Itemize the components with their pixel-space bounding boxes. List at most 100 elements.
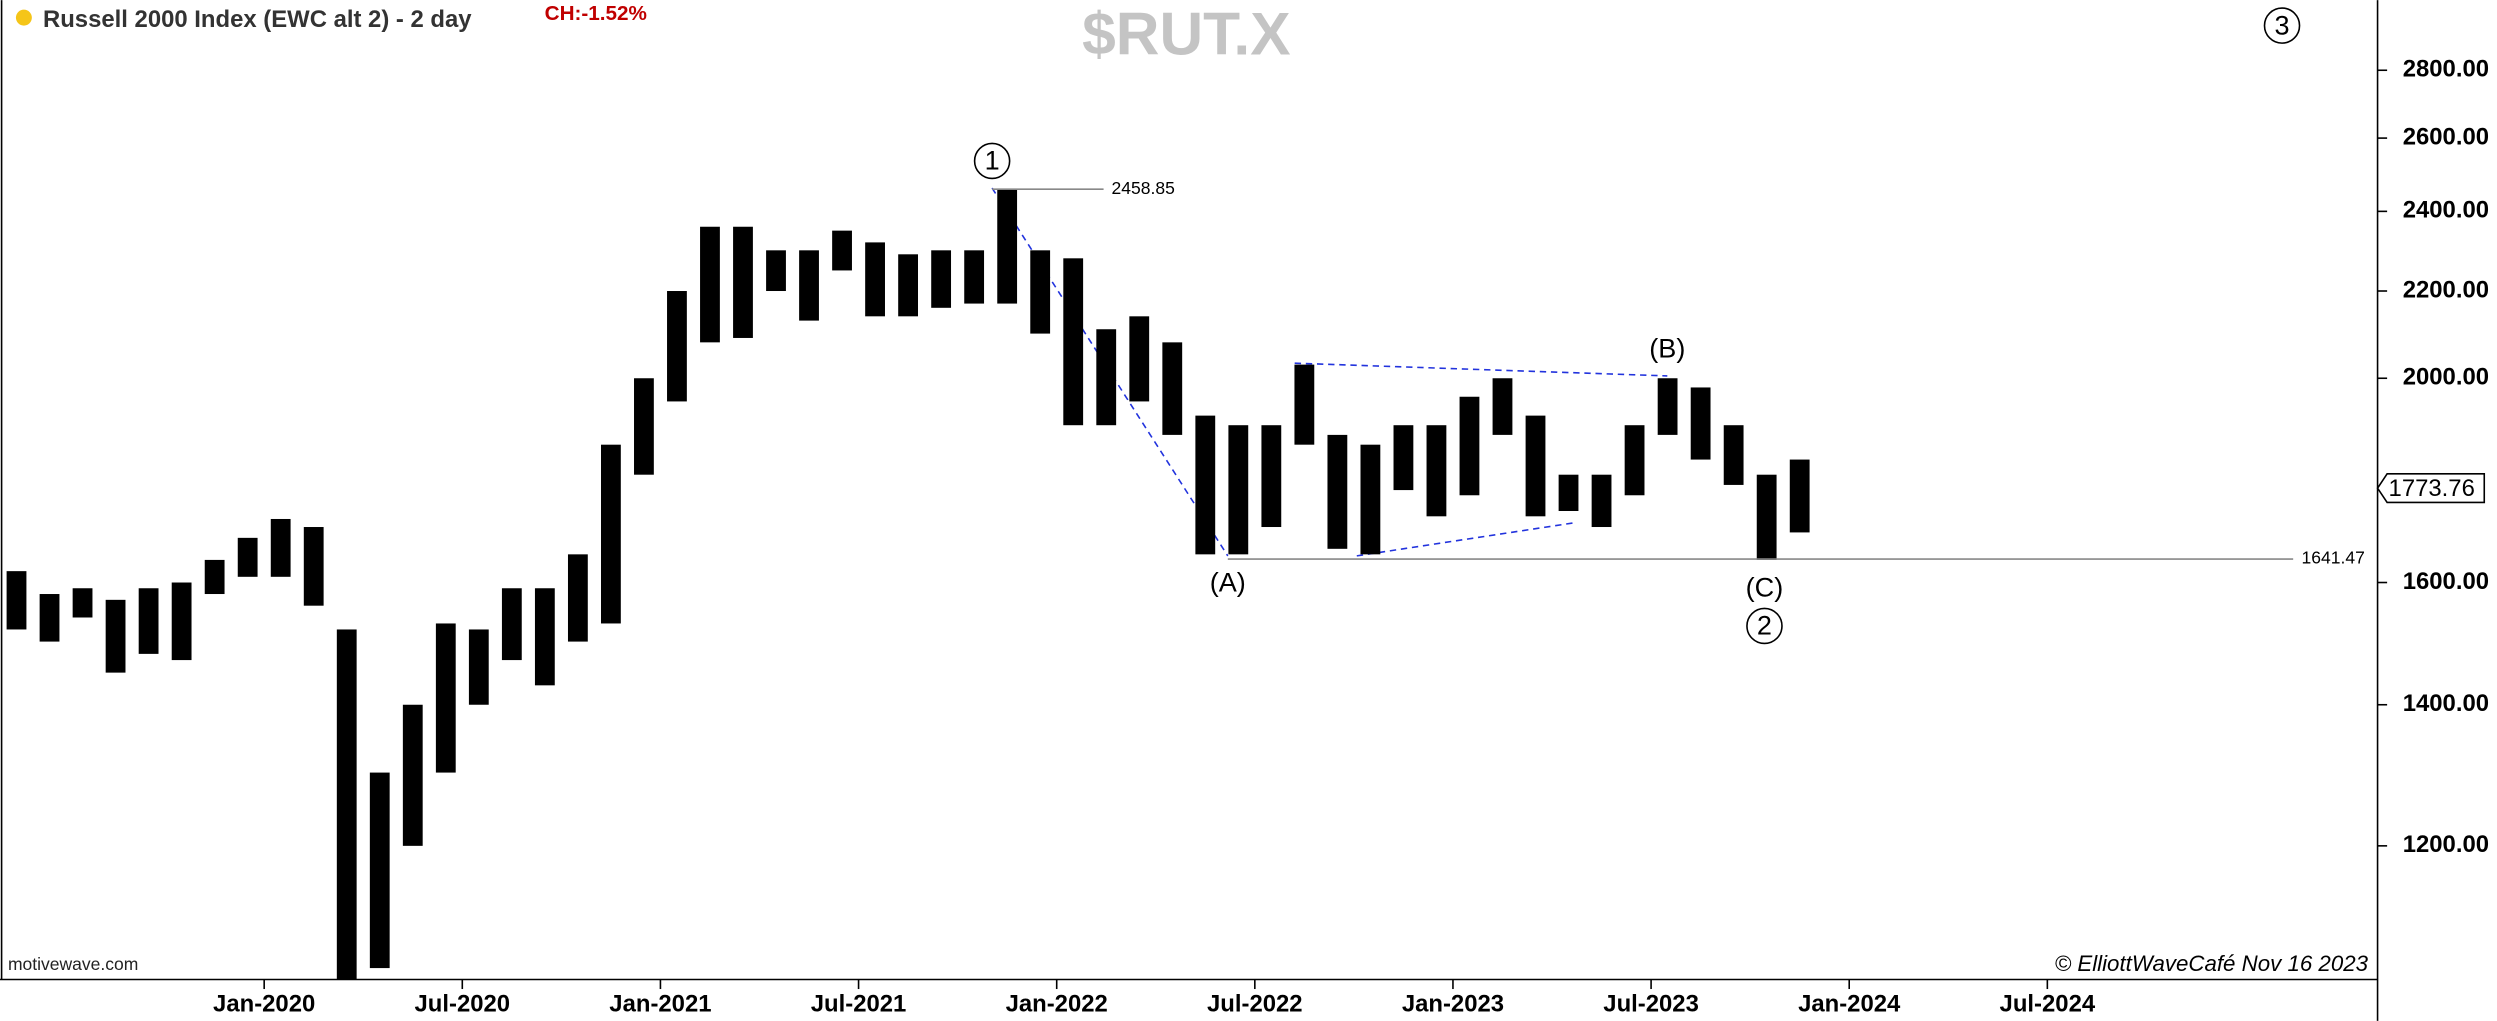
symbol: $RUT.X	[1082, 0, 1290, 67]
y-tick-label: 2400.00	[2403, 197, 2489, 224]
price-bar	[898, 254, 919, 317]
price-bar	[634, 378, 654, 475]
y-tick-label: 1600.00	[2403, 568, 2489, 595]
wave-label: 3	[2274, 9, 2289, 40]
y-tick-label: 1200.00	[2403, 831, 2489, 858]
price-bar	[1657, 378, 1678, 435]
price-bar	[600, 444, 621, 624]
wave-label: (C)	[1746, 571, 1784, 602]
source: motivewave.com	[8, 954, 138, 974]
price-bar	[369, 772, 390, 969]
bars	[6, 188, 1810, 980]
price-bar	[1261, 425, 1282, 528]
y-tick-label: 2600.00	[2403, 123, 2489, 150]
price-bar	[1228, 425, 1249, 555]
x-tick-label: Jul-2022	[1207, 990, 1303, 1017]
price-bar	[667, 291, 687, 402]
wave-label: (A)	[1210, 567, 1246, 598]
price-bar	[766, 250, 786, 292]
price-bar	[1030, 250, 1051, 334]
price-bar	[1789, 459, 1810, 533]
price-bar	[1426, 425, 1447, 517]
price-bar	[964, 250, 985, 304]
price-bar	[832, 230, 852, 271]
price-bar	[1723, 425, 1744, 485]
status-dot	[15, 9, 32, 26]
change-label: CH:-1.52%	[545, 2, 647, 25]
price-bar	[1129, 316, 1150, 402]
price-bar	[204, 559, 225, 595]
price-bar	[700, 226, 720, 343]
price-bar	[402, 704, 423, 846]
price-bar	[1459, 396, 1480, 496]
y-tick-label: 2800.00	[2403, 56, 2489, 83]
price-bar	[1756, 474, 1777, 560]
wave-label: (B)	[1649, 333, 1685, 364]
price-bar	[1525, 415, 1546, 517]
channel-line	[991, 187, 1229, 557]
channel-line	[1356, 521, 1577, 557]
price-bar	[1327, 434, 1348, 549]
price-bar	[1162, 342, 1183, 435]
price-bar	[1096, 329, 1117, 426]
y-tick-label: 1400.00	[2403, 690, 2489, 717]
y-tick-label: 2000.00	[2403, 364, 2489, 391]
chart-title: Russell 2000 Index (EWC alt 2) - 2 day	[43, 6, 472, 33]
last-price-tag	[2376, 473, 2486, 504]
x-tick-label: Jan-2022	[1006, 990, 1108, 1017]
price-bar	[435, 623, 456, 773]
x-tick-label: Jul-2024	[2000, 990, 2096, 1017]
wave-label: 1	[985, 145, 1000, 176]
credit: © ElliottWaveCafé Nov 16 2023	[2055, 951, 2369, 976]
price-bar	[567, 554, 588, 642]
x-tick-label: Jan-2020	[213, 990, 315, 1017]
price-bar	[138, 588, 159, 654]
last-price-label: 1773.76	[2389, 475, 2475, 502]
wave-circle	[1746, 607, 1783, 645]
price-bar	[303, 527, 324, 606]
price-bar	[1294, 364, 1315, 445]
wave-circle	[2263, 7, 2301, 44]
price-bar	[468, 629, 489, 705]
x-tick-label: Jul-2023	[1603, 990, 1699, 1017]
price-bar	[6, 571, 27, 630]
level-label: 2458.85	[1112, 178, 1175, 198]
price-bar	[799, 250, 819, 321]
x-tick-label: Jan-2024	[1798, 990, 1901, 1017]
price-bar	[237, 537, 258, 577]
price-bar	[270, 518, 291, 577]
price-bar	[1360, 444, 1381, 555]
price-bar	[1558, 474, 1579, 512]
x-tick-label: Jul-2021	[811, 990, 907, 1017]
wave-circle	[973, 142, 1011, 180]
level-label: 1641.47	[2302, 548, 2365, 568]
wave-label: 2	[1757, 610, 1772, 641]
channel-lines	[991, 187, 1668, 557]
price-bar	[72, 588, 93, 618]
x-tick-label: Jul-2020	[415, 990, 511, 1017]
price-bar	[1393, 425, 1414, 491]
price-bar	[1690, 387, 1711, 460]
y-tick-label: 2200.00	[2403, 276, 2489, 303]
x-tick-label: Jan-2023	[1402, 990, 1504, 1017]
price-bar	[501, 588, 522, 661]
price-bar	[105, 599, 126, 673]
wave-circles	[973, 7, 2301, 645]
price-bar	[336, 629, 357, 980]
price-bar	[865, 242, 885, 317]
price-bar	[997, 188, 1018, 304]
price-bar	[39, 594, 60, 642]
price-bar	[171, 582, 192, 661]
price-bar	[1591, 474, 1612, 528]
price-bar	[1063, 258, 1084, 426]
price-bar	[733, 226, 753, 338]
price-bar	[1195, 415, 1216, 555]
price-bar	[534, 588, 555, 686]
x-tick-label: Jan-2021	[609, 990, 711, 1017]
price-bar	[1492, 378, 1513, 435]
price-bar	[931, 250, 952, 308]
price-bar	[1624, 425, 1645, 496]
